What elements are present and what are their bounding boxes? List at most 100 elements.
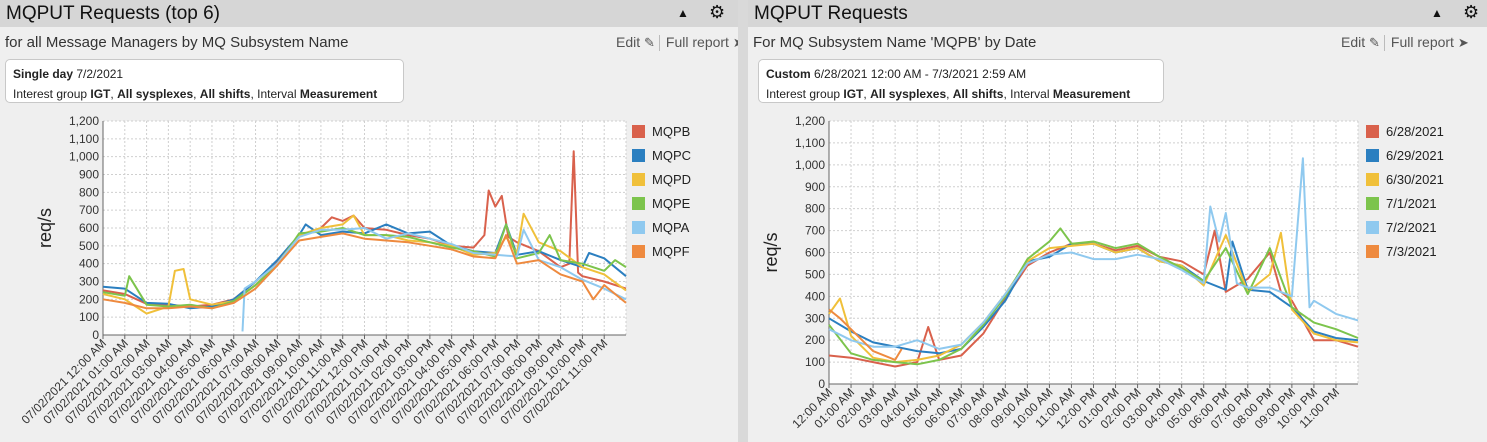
arrow-circle-right-icon: ➤ — [733, 35, 738, 50]
full-report-label: Full report — [1390, 34, 1454, 50]
panel-subtitle: for all Message Managers by MQ Subsystem… — [5, 34, 349, 51]
legend-swatch — [632, 173, 645, 186]
legend-label: 6/29/2021 — [1386, 148, 1444, 163]
legend-label: 7/3/2021 — [1386, 244, 1437, 259]
filter-date-row: Custom 6/28/2021 12:00 AM - 7/3/2021 2:5… — [766, 67, 1026, 81]
y-tick-label: 200 — [805, 333, 825, 347]
line-chart: 0 100 200 300 400 500 600 700 800 900 1,000 1,100 1,… — [761, 114, 1444, 431]
legend: 6/28/2021 6/29/2021 6/30/2021 7/1/2021 7/2/2… — [1366, 124, 1444, 259]
series-line-MQPA — [241, 227, 627, 332]
y-tick-label: 200 — [79, 292, 99, 306]
interest-group: IGT — [90, 87, 111, 101]
legend-label: 6/30/2021 — [1386, 172, 1444, 187]
edit-icon: ✎ — [644, 35, 655, 50]
caret-up-icon[interactable]: ▲ — [677, 6, 689, 20]
panel-title: MQPUT Requests (top 6) — [6, 3, 221, 24]
y-tick-label: 800 — [805, 202, 825, 216]
gear-icon[interactable]: ⚙ — [1463, 2, 1480, 22]
legend-label: MQPE — [652, 196, 691, 211]
series-line-MQPE — [102, 223, 627, 310]
y-tick-label: 700 — [79, 203, 99, 217]
line-chart: 0 100 200 300 400 500 600 700 800 900 1,000 1,100 1,… — [19, 114, 691, 427]
edit-button[interactable]: Edit ✎ — [1341, 34, 1380, 50]
legend-label: 7/2/2021 — [1386, 220, 1437, 235]
legend-swatch — [1366, 197, 1379, 210]
y-tick-label: 500 — [805, 267, 825, 281]
interest-group: IGT — [843, 87, 864, 101]
y-axis-label: req/s — [761, 232, 781, 272]
full-report-button[interactable]: Full report ➤ — [1391, 34, 1469, 50]
series-line-MQPD — [102, 212, 627, 315]
y-tick-label: 600 — [79, 221, 99, 235]
divider — [658, 35, 660, 52]
arrow-circle-right-icon: ➤ — [1457, 35, 1469, 50]
y-tick-label: 500 — [79, 239, 99, 253]
y-tick-label: 300 — [805, 311, 825, 325]
full-report-button[interactable]: Full report ➤ — [666, 34, 738, 50]
legend-label: MQPC — [652, 148, 691, 163]
legend-swatch — [1366, 245, 1379, 258]
edit-label: Edit — [616, 34, 641, 50]
filter-summary[interactable]: Single day 7/2/2021 Interest group IGT, … — [5, 59, 404, 103]
panel-title: MQPUT Requests — [754, 3, 908, 24]
y-tick-label: 900 — [805, 180, 825, 194]
panel-actions: Edit ✎ Full report ➤ — [1341, 34, 1469, 52]
legend-label: 6/28/2021 — [1386, 124, 1444, 139]
legend-swatch — [1366, 149, 1379, 162]
legend-label: 7/1/2021 — [1386, 196, 1437, 211]
edit-icon: ✎ — [1369, 35, 1380, 50]
y-tick-label: 1,200 — [795, 114, 825, 128]
legend-label: MQPA — [652, 220, 690, 235]
panel-mqpb-by-date: MQPUT Requests ▲ ⚙ For MQ Subsystem Name… — [748, 0, 1487, 442]
series-line-7-2-2021 — [828, 157, 1359, 350]
gear-icon[interactable]: ⚙ — [709, 2, 726, 22]
legend-swatch — [1366, 173, 1379, 186]
interest-label: Interest group — [13, 87, 88, 101]
legend-swatch — [1366, 221, 1379, 234]
legend-swatch — [632, 125, 645, 138]
legend-swatch — [632, 197, 645, 210]
y-tick-label: 400 — [805, 289, 825, 303]
legend-label: MQPD — [652, 172, 691, 187]
legend-swatch — [632, 149, 645, 162]
panel-actions: Edit ✎ Full report ➤ — [616, 34, 738, 52]
filter-summary[interactable]: Custom 6/28/2021 12:00 AM - 7/3/2021 2:5… — [758, 59, 1164, 103]
y-tick-label: 1,100 — [795, 136, 825, 150]
edit-label: Edit — [1341, 34, 1366, 50]
range-value: 6/28/2021 12:00 AM - 7/3/2021 2:59 AM — [814, 67, 1027, 81]
interest-label: Interest group — [766, 87, 841, 101]
panel-header: MQPUT Requests (top 6) ▲ ⚙ — [0, 0, 738, 27]
y-tick-label: 800 — [79, 185, 99, 199]
legend-swatch — [632, 245, 645, 258]
range-value: 7/2/2021 — [76, 67, 124, 81]
shifts: All shifts — [952, 87, 1004, 101]
y-tick-label: 1,000 — [69, 150, 99, 164]
range-type: Custom — [766, 67, 811, 81]
panel-header: MQPUT Requests ▲ ⚙ — [748, 0, 1487, 27]
interval-label: Interval — [257, 87, 297, 101]
panel-subtitle: For MQ Subsystem Name 'MQPB' by Date — [753, 34, 1037, 51]
y-tick-label: 600 — [805, 246, 825, 260]
y-tick-label: 300 — [79, 275, 99, 289]
y-tick-label: 1,000 — [795, 158, 825, 172]
sysplexes: All sysplexes — [117, 87, 194, 101]
series-line-6-28-2021 — [828, 229, 1359, 368]
interval: Measurement — [1052, 87, 1131, 101]
filter-scope-row: Interest group IGT, All sysplexes, All s… — [766, 87, 1131, 101]
panel-top6: MQPUT Requests (top 6) ▲ ⚙ for all Messa… — [0, 0, 738, 442]
interval-label: Interval — [1010, 87, 1050, 101]
legend-swatch — [632, 221, 645, 234]
edit-button[interactable]: Edit ✎ — [616, 34, 655, 50]
y-tick-label: 1,100 — [69, 132, 99, 146]
y-tick-label: 700 — [805, 224, 825, 238]
interval: Measurement — [299, 87, 378, 101]
y-tick-label: 100 — [79, 310, 99, 324]
y-tick-label: 1,200 — [69, 114, 99, 128]
filter-date-row: Single day 7/2/2021 — [13, 67, 123, 81]
y-tick-label: 400 — [79, 257, 99, 271]
y-axis-label: req/s — [35, 208, 55, 248]
series-line-7-3-2021 — [828, 308, 903, 361]
caret-up-icon[interactable]: ▲ — [1431, 6, 1443, 20]
series-line-6-30-2021 — [828, 231, 1359, 364]
legend-label: MQPB — [652, 124, 690, 139]
